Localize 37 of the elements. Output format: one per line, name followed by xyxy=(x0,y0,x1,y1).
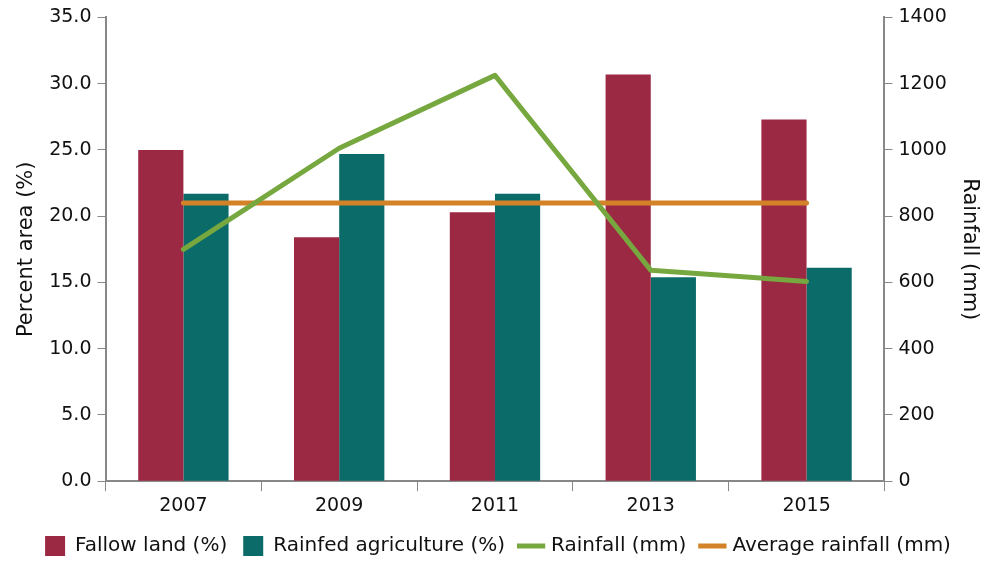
bar xyxy=(449,212,495,481)
bar xyxy=(138,149,184,481)
x-tick-label: 2013 xyxy=(626,492,675,515)
legend-label: Rainfall (mm) xyxy=(551,532,687,557)
y-tick-label: 20.0 xyxy=(49,203,92,226)
y-tick-label: 0.0 xyxy=(61,468,92,491)
x-tick-label: 2011 xyxy=(470,492,520,515)
y-tick-label: 35.0 xyxy=(49,4,92,27)
y-tick-label: 10.0 xyxy=(49,335,92,358)
y2-axis-title: Rainfall (mm) xyxy=(958,178,983,321)
bar xyxy=(605,74,651,481)
legend-label: Average rainfall (mm) xyxy=(732,532,951,557)
y-tick-label: 30.0 xyxy=(49,70,92,93)
y-tick-label: 5.0 xyxy=(61,401,92,424)
y-tick-label: 25.0 xyxy=(49,136,92,159)
y2-tick-label: 1000 xyxy=(898,136,947,159)
y2-tick-label: 600 xyxy=(898,269,935,292)
y-tick-label: 15.0 xyxy=(49,269,92,292)
x-tick-label: 2009 xyxy=(315,492,364,515)
y2-tick-label: 400 xyxy=(898,335,935,358)
bar xyxy=(183,193,229,481)
bar xyxy=(294,237,340,481)
bar xyxy=(761,119,807,481)
bar xyxy=(806,267,852,481)
y2-tick-label: 1400 xyxy=(898,4,947,27)
legend-label: Rainfed agriculture (%) xyxy=(273,532,506,557)
bar xyxy=(494,193,541,481)
x-tick-label: 2015 xyxy=(782,492,831,515)
y2-tick-label: 1200 xyxy=(898,70,947,93)
y2-tick-label: 0 xyxy=(898,468,911,491)
y2-tick-label: 200 xyxy=(898,401,935,424)
x-tick-label: 2007 xyxy=(159,492,208,515)
y2-tick-label: 800 xyxy=(898,203,935,226)
bar xyxy=(650,277,696,481)
bar xyxy=(339,153,385,481)
legend-label: Fallow land (%) xyxy=(75,532,228,557)
y-axis-title: Percent area (%) xyxy=(13,161,38,338)
